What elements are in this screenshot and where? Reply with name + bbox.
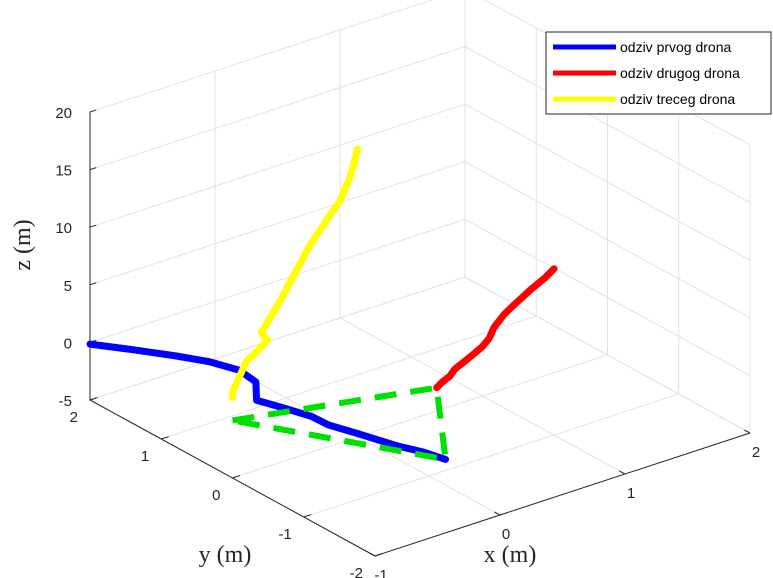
pane-back-y <box>90 0 465 400</box>
grid-back-z <box>89 0 434 113</box>
x-tick-label: -1 <box>374 567 387 578</box>
legend-label-series-3: odziv treceg drona <box>620 91 735 107</box>
grid-side-z <box>464 46 751 204</box>
z-tick-label: 10 <box>55 220 72 237</box>
y-tick-mark <box>232 475 241 479</box>
z-tick-mark <box>89 224 97 228</box>
grid-floor-y <box>232 354 608 479</box>
y-tick-label: -2 <box>350 565 363 578</box>
series-line-2 <box>433 265 558 392</box>
y-axis-label: y (m) <box>199 542 252 568</box>
x-tick-mark <box>494 511 501 516</box>
z-tick-mark <box>89 167 97 171</box>
grid-back-z <box>89 218 466 343</box>
grid-side-z <box>464 161 751 319</box>
z-axis-label: z (m) <box>10 219 36 270</box>
legend-label-series-2: odziv drugog drona <box>620 65 740 81</box>
grid-side-z <box>464 218 751 376</box>
z-tick-mark <box>89 397 97 401</box>
x-tick-mark <box>744 429 751 434</box>
axes-box <box>89 109 751 557</box>
y-tick-mark <box>303 514 312 518</box>
grid-back-z <box>89 161 466 286</box>
y-tick-mark <box>374 553 383 557</box>
z-tick-mark <box>89 282 97 286</box>
z-tick-label: 0 <box>64 335 72 352</box>
series-group <box>86 145 558 463</box>
y-tick-label: 2 <box>70 409 78 426</box>
z-tick-label: -5 <box>59 393 72 410</box>
z-tick-label: 20 <box>55 105 72 122</box>
y-tick-label: 1 <box>141 448 149 465</box>
x-tick-mark <box>619 470 626 475</box>
series-line-1 <box>86 340 450 463</box>
legend-label-series-1: odziv prvog drona <box>620 39 732 55</box>
x-tick-mark <box>369 552 376 557</box>
x-axis-label: x (m) <box>484 542 537 568</box>
x-tick-label: 2 <box>752 444 760 461</box>
z-tick-mark <box>89 109 97 113</box>
grid-side-z <box>464 103 751 261</box>
grid-back-z <box>89 276 466 401</box>
z-tick-label: 15 <box>55 163 72 180</box>
y-tick-label: 0 <box>212 487 220 504</box>
grid-floor-y <box>161 315 537 440</box>
grid-back-z <box>89 103 466 228</box>
y-tick-label: -1 <box>278 526 291 543</box>
x-tick-label: 0 <box>502 526 510 543</box>
x-axis-line <box>374 432 751 557</box>
series-line-3 <box>229 145 361 401</box>
grid-floor-y <box>303 393 679 518</box>
legend: odziv prvog drona odziv drugog drona odz… <box>545 31 772 115</box>
x-tick-label: 1 <box>627 485 635 502</box>
z-tick-label: 5 <box>64 278 72 295</box>
grid-back-z <box>89 46 466 171</box>
y-tick-mark <box>161 436 169 440</box>
